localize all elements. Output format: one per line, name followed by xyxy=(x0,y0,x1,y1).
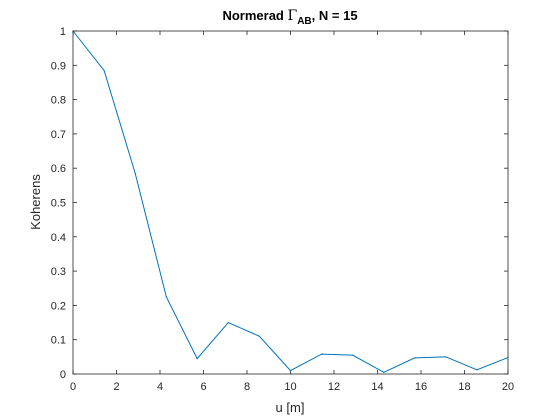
x-tick-label: 10 xyxy=(284,381,296,393)
data-point xyxy=(476,369,478,371)
data-point xyxy=(445,356,447,358)
y-tick-label: 0.9 xyxy=(51,60,66,72)
data-point xyxy=(352,354,354,356)
title-tail: , N = 15 xyxy=(312,8,358,23)
data-point xyxy=(227,321,229,324)
y-tick-label: 1 xyxy=(60,26,66,38)
data-point xyxy=(321,353,323,355)
x-tick-label: 4 xyxy=(157,381,163,393)
data-point xyxy=(134,172,136,174)
x-tick-label: 8 xyxy=(244,381,250,393)
x-axis-label: u [m] xyxy=(276,400,305,415)
data-point xyxy=(103,69,105,72)
x-tick-label: 20 xyxy=(502,381,514,393)
series-layer xyxy=(72,30,509,373)
y-tick-label: 0.2 xyxy=(51,300,66,312)
plot-area xyxy=(73,31,508,374)
y-tick-label: 0.8 xyxy=(51,95,66,107)
data-point xyxy=(196,357,198,360)
x-tick-label: 16 xyxy=(415,381,427,393)
title-gamma: Γ xyxy=(287,8,297,24)
y-axis-label: Koherens xyxy=(28,174,43,230)
x-tick-label: 12 xyxy=(328,381,340,393)
y-tick-label: 0.3 xyxy=(51,266,66,278)
ticks-layer: 0 2 4 6 8 10 12 14 16 18 20 0 0.1 0.2 0.3 0.4 0.5 0.6 0.7 0… xyxy=(51,26,514,393)
y-tick-label: 0.7 xyxy=(51,129,66,141)
y-tick-label: 0.4 xyxy=(51,232,66,244)
title-subscript: AB xyxy=(297,16,311,27)
x-tick-label: 14 xyxy=(371,381,383,393)
data-point xyxy=(414,357,416,359)
data-point xyxy=(165,296,167,298)
data-point xyxy=(258,335,260,337)
x-tick-label: 6 xyxy=(200,381,206,393)
axes-box xyxy=(72,30,509,375)
y-tick-label: 0.6 xyxy=(51,163,66,175)
y-tick-label: 0 xyxy=(60,369,66,381)
y-tick-label: 0.5 xyxy=(51,198,66,210)
chart-title: Normerad ΓAB, N = 15 xyxy=(222,8,357,27)
title-main: Normerad xyxy=(222,8,287,23)
y-tick-label: 0.1 xyxy=(51,335,66,347)
x-tick-label: 2 xyxy=(113,381,119,393)
data-point xyxy=(383,371,385,373)
data-point xyxy=(289,369,292,372)
x-tick-label: 18 xyxy=(458,381,470,393)
x-tick-label: 0 xyxy=(70,381,76,393)
